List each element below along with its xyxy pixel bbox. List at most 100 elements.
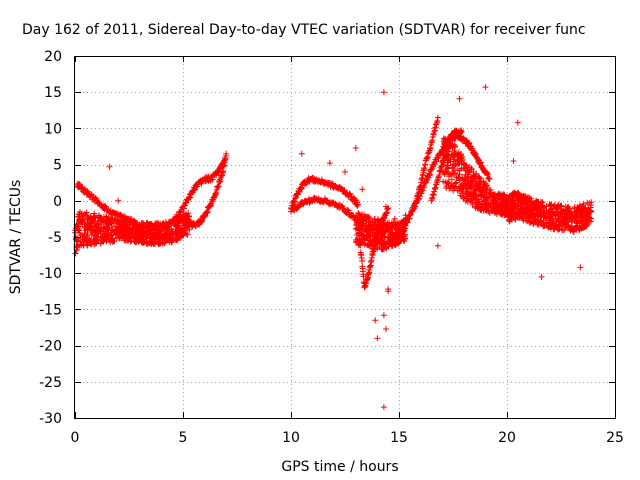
band-point	[95, 227, 102, 234]
band-point	[145, 221, 152, 228]
band-point	[562, 219, 569, 226]
band-point	[371, 216, 378, 223]
band-point	[461, 194, 468, 201]
band-point	[557, 221, 564, 228]
band-point	[91, 210, 98, 217]
band-point	[138, 234, 145, 241]
band-point	[507, 201, 514, 208]
band-point	[576, 214, 583, 221]
series-point	[355, 219, 362, 226]
series-point	[369, 252, 376, 259]
series-point	[346, 190, 353, 197]
band-point	[475, 205, 482, 212]
band-point	[84, 225, 91, 232]
band-point	[103, 214, 110, 221]
series-point	[415, 196, 422, 203]
outlier-point	[383, 325, 390, 332]
band-point	[100, 226, 107, 233]
series-point	[83, 187, 90, 194]
band-point	[94, 233, 101, 240]
band-point	[451, 170, 458, 177]
band-point	[366, 224, 373, 231]
band-point	[555, 203, 562, 210]
band-point	[94, 221, 101, 228]
band-point	[133, 237, 140, 244]
band-point	[184, 231, 191, 238]
series-point	[366, 269, 373, 276]
x-tick-label: 0	[71, 430, 80, 446]
series-point	[102, 203, 109, 210]
outlier-point	[514, 119, 521, 126]
band-point	[518, 210, 525, 217]
band-point	[127, 235, 134, 242]
band-point	[552, 212, 559, 219]
band-point	[87, 238, 94, 245]
band-point	[482, 200, 489, 207]
band-point	[588, 208, 595, 215]
axis-ticks: 0 5 10 15 20 25 -30 -25 -20 -15 -10 -5 0 5 10 15 20	[39, 49, 624, 446]
series-point	[434, 117, 441, 124]
band-point	[506, 210, 513, 217]
series-point	[407, 211, 414, 218]
band-point	[572, 223, 579, 230]
series-point	[434, 177, 441, 184]
series-point	[222, 152, 229, 159]
band-point	[462, 177, 469, 184]
band-point	[75, 227, 82, 234]
band-point	[126, 233, 133, 240]
band-point	[139, 239, 146, 246]
band-point	[451, 144, 458, 151]
band-point	[516, 214, 523, 221]
band-point	[113, 235, 120, 242]
series-point	[358, 257, 365, 264]
band-point	[151, 240, 158, 247]
band-point	[546, 201, 553, 208]
band-point	[563, 224, 570, 231]
band-point	[530, 219, 537, 226]
band-point	[380, 231, 387, 238]
band-point	[166, 225, 173, 232]
band-point	[541, 210, 548, 217]
band-point	[387, 224, 394, 231]
band-point	[77, 242, 84, 249]
band-point	[458, 154, 465, 161]
band-point	[477, 179, 484, 186]
band-point	[560, 227, 567, 234]
band-point	[459, 193, 466, 200]
y-tick-label: -5	[48, 230, 62, 246]
band-point	[488, 190, 495, 197]
band-point	[162, 237, 169, 244]
band-point	[558, 208, 565, 215]
band-point	[155, 233, 162, 240]
outlier-point	[298, 150, 305, 157]
band-point	[377, 239, 384, 246]
outlier-point	[391, 215, 398, 222]
band-point	[356, 229, 363, 236]
band-point	[478, 193, 485, 200]
band-point	[481, 180, 488, 187]
band-point	[533, 211, 540, 218]
band-point	[146, 240, 153, 247]
outlier-point	[380, 312, 387, 319]
outlier-point	[383, 203, 390, 210]
band-point	[466, 185, 473, 192]
series-point	[434, 154, 441, 161]
band-point	[582, 212, 589, 219]
band-point	[456, 152, 463, 159]
y-tick-label: -30	[39, 411, 62, 427]
band-point	[130, 224, 137, 231]
band-point	[535, 199, 542, 206]
series-point	[421, 165, 428, 172]
band-point	[144, 230, 151, 237]
band-point	[472, 199, 479, 206]
band-point	[462, 182, 469, 189]
band-point	[451, 153, 458, 160]
band-point	[554, 209, 561, 216]
band-point	[76, 227, 83, 234]
band-point	[577, 210, 584, 217]
band-point	[163, 223, 170, 230]
x-tick-label: 10	[282, 430, 300, 446]
series-point	[427, 141, 434, 148]
band-point	[365, 218, 372, 225]
band-point	[545, 224, 552, 231]
